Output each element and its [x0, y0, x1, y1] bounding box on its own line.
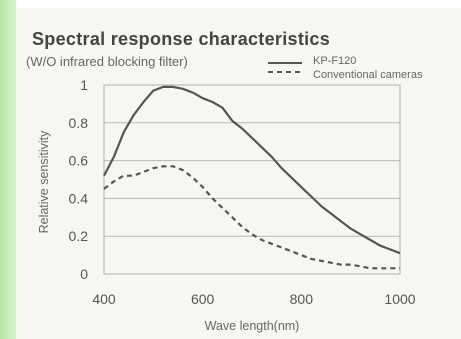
- chart-panel: [16, 8, 461, 339]
- legend: KP-F120 Conventional cameras: [268, 55, 423, 81]
- y-axis-label: Relative sensitivity: [37, 130, 51, 234]
- legend-label-conventional: Conventional cameras: [313, 69, 423, 81]
- legend-label-kp-f120: KP-F120: [313, 55, 356, 67]
- y-tick-label: 1: [80, 77, 88, 93]
- x-tick-label: 800: [290, 291, 314, 307]
- chart-subtitle: (W/O infrared blocking filter): [26, 54, 188, 69]
- gridlines: [104, 122, 400, 237]
- series-line-conventional-cameras: [103, 165, 400, 270]
- y-tick-label: 0.6: [69, 153, 89, 169]
- x-axis-label: Wave length(nm): [205, 319, 300, 333]
- x-tick-label: 400: [92, 291, 116, 307]
- chart-title: Spectral response characteristics: [32, 29, 330, 49]
- y-tick-label: 0.4: [69, 190, 89, 206]
- y-tick-label: 0: [80, 266, 88, 282]
- x-tick-label: 1000: [384, 291, 415, 307]
- x-tick-label: 600: [191, 291, 215, 307]
- decorative-side-strip: [0, 0, 16, 339]
- y-tick-label: 0.8: [69, 115, 89, 131]
- series-group: [103, 85, 401, 270]
- plot-area-border: [103, 84, 401, 275]
- x-tick-labels: 400 600 800 1000: [92, 291, 415, 307]
- y-tick-label: 0.2: [69, 228, 89, 244]
- y-tick-labels: 0 0.2 0.4 0.6 0.8 1: [69, 77, 89, 282]
- series-line-kp-f120: [103, 85, 401, 255]
